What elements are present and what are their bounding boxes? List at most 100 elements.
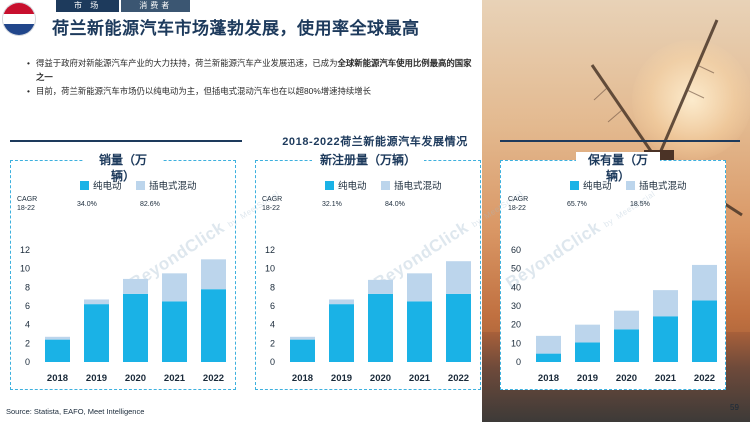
y-tick-label: 4 — [25, 320, 30, 330]
bar-bev — [162, 301, 187, 362]
bar-phev — [536, 335, 561, 354]
bar-phev — [692, 264, 717, 301]
legend-label: 插电式混动 — [394, 180, 442, 192]
legend-label: 纯电动 — [93, 180, 122, 192]
y-tick-label: 12 — [265, 245, 275, 255]
source-note: Source: Statista, EAFO, Meet Intelligenc… — [6, 407, 145, 416]
cagr-value: 32.1% — [322, 201, 342, 208]
x-tick-label: 2018 — [292, 373, 313, 384]
bar-bev — [329, 304, 354, 362]
bar-phev — [653, 290, 678, 317]
x-tick-label: 2018 — [538, 373, 559, 384]
cagr-label: CAGR — [508, 196, 528, 203]
y-tick-label: 12 — [20, 245, 30, 255]
y-tick-label: 6 — [270, 301, 275, 311]
bullet-dot-icon: • — [27, 86, 30, 96]
y-tick-label: 0 — [516, 357, 521, 367]
legend-label: 插电式混动 — [639, 180, 687, 192]
bullet-dot-icon: • — [27, 58, 30, 68]
cagr-value: 34.0% — [77, 201, 97, 208]
chart-title-registrations: 新注册量（万辆） — [312, 152, 424, 170]
bar-bev — [123, 293, 148, 362]
bar-phev — [614, 310, 639, 330]
page-number: 59 — [730, 403, 739, 412]
x-tick-label: 2021 — [164, 373, 186, 384]
section-divider-left — [10, 140, 242, 142]
bar-phev — [329, 299, 354, 305]
legend-label: 纯电动 — [583, 180, 612, 192]
x-tick-label: 2019 — [331, 373, 352, 384]
y-tick-label: 10 — [20, 264, 30, 274]
bar-bev — [201, 289, 226, 362]
y-tick-label: 50 — [511, 264, 521, 274]
bar-phev — [123, 278, 148, 294]
cagr-label: CAGR — [17, 196, 37, 203]
bar-phev — [407, 273, 432, 302]
bullet-text: 目前，荷兰新能源汽车市场仍以纯电动为主，但插电式混动汽车也在以超80%增速持续增… — [36, 86, 372, 96]
x-tick-label: 2020 — [125, 373, 146, 384]
bullet-item: • 目前，荷兰新能源汽车市场仍以纯电动为主，但插电式混动汽车也在以超80%增速持… — [27, 84, 476, 98]
chart-title-stock: 保有量（万辆） — [576, 152, 660, 183]
y-tick-label: 8 — [270, 282, 275, 292]
nav-item-market[interactable]: 市 场 — [56, 0, 120, 12]
x-tick-label: 2019 — [86, 373, 107, 384]
cagr-value: 65.7% — [567, 201, 587, 208]
bar-phev — [446, 261, 471, 294]
chart-title-sales: 销量（万辆） — [84, 152, 162, 183]
bar-bev — [575, 342, 600, 362]
x-tick-label: 2022 — [203, 373, 224, 384]
bar-phev — [575, 324, 600, 343]
y-tick-label: 60 — [511, 245, 521, 255]
bar-phev — [84, 299, 109, 305]
x-tick-label: 2020 — [616, 373, 637, 384]
y-tick-label: 2 — [270, 338, 275, 348]
x-tick-label: 2022 — [448, 373, 469, 384]
legend-swatch-phev — [381, 181, 390, 190]
bar-bev — [614, 329, 639, 362]
bar-phev — [45, 336, 70, 340]
cagr-label: 18-22 — [262, 205, 280, 212]
legend-swatch-phev — [136, 181, 145, 190]
nav-item-consumer[interactable]: 消费者 — [121, 0, 191, 12]
bullet-text: 得益于政府对新能源汽车产业的大力扶持，荷兰新能源汽车产业发展迅速，已成为 — [36, 58, 338, 68]
y-tick-label: 20 — [511, 320, 521, 330]
cagr-label: 18-22 — [17, 205, 35, 212]
bar-bev — [45, 339, 70, 362]
y-tick-label: 10 — [265, 264, 275, 274]
cagr-label: 18-22 — [508, 205, 526, 212]
cagr-label: CAGR — [262, 196, 282, 203]
legend-label: 纯电动 — [338, 180, 367, 192]
y-tick-label: 10 — [511, 338, 521, 348]
bullet-item: • 得益于政府对新能源汽车产业的大力扶持，荷兰新能源汽车产业发展迅速，已成为全球… — [27, 56, 476, 84]
cagr-value: 18.5% — [630, 201, 650, 208]
y-tick-label: 2 — [25, 338, 30, 348]
y-tick-label: 0 — [270, 357, 275, 367]
bar-bev — [368, 293, 393, 362]
section-divider-right — [500, 140, 740, 142]
bar-bev — [290, 339, 315, 362]
legend-swatch-phev — [626, 181, 635, 190]
legend-swatch-bev — [80, 181, 89, 190]
bar-bev — [536, 353, 561, 362]
bar-phev — [162, 273, 187, 302]
bullet-text-bold: 全球新能源汽车使用比例最高的国家之一 — [36, 58, 472, 82]
x-tick-label: 2021 — [409, 373, 431, 384]
legend-swatch-bev — [325, 181, 334, 190]
x-tick-label: 2022 — [694, 373, 715, 384]
top-nav: 市 场 消费者 — [56, 0, 192, 12]
bar-phev — [368, 279, 393, 294]
cagr-value: 82.6% — [140, 201, 160, 208]
netherlands-flag-icon — [2, 2, 36, 36]
bar-bev — [653, 316, 678, 362]
y-tick-label: 6 — [25, 301, 30, 311]
x-tick-label: 2019 — [577, 373, 598, 384]
y-tick-label: 40 — [511, 282, 521, 292]
y-tick-label: 4 — [270, 320, 275, 330]
bar-bev — [407, 301, 432, 362]
bar-phev — [201, 259, 226, 290]
y-tick-label: 8 — [25, 282, 30, 292]
page-title: 荷兰新能源汽车市场蓬勃发展，使用率全球最高 — [52, 19, 420, 38]
cagr-value: 84.0% — [385, 201, 405, 208]
legend-swatch-bev — [570, 181, 579, 190]
